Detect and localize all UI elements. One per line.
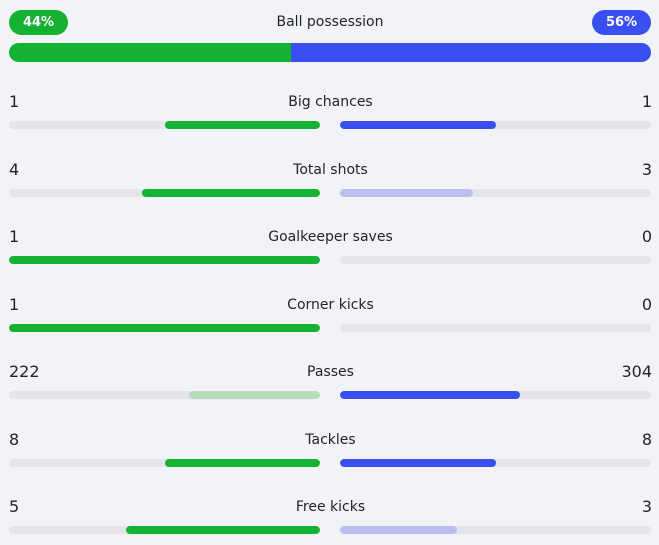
away-stat-bar-fill [340, 526, 457, 534]
away-stat-bar-fill [340, 391, 520, 399]
home-stat-bar-fill [9, 324, 320, 332]
stat-label: Free kicks [295, 499, 366, 515]
home-stat-value: 1 [9, 227, 20, 246]
stat-label: Tackles [305, 432, 356, 448]
away-stat-bar [340, 391, 651, 399]
away-possession-badge: 56% [592, 10, 651, 35]
home-stat-value: 222 [9, 362, 40, 381]
away-stat-bar [340, 121, 651, 129]
possession-header: Ball possession 44% 56% [9, 10, 651, 36]
stat-row: 1 Big chances 1 [9, 92, 652, 132]
home-stat-bar-fill [188, 391, 320, 399]
home-stat-bar-fill [164, 459, 320, 467]
away-stat-value: 304 [621, 362, 652, 381]
away-stat-bar-fill [340, 189, 474, 197]
away-stat-value: 3 [641, 160, 652, 179]
stat-row: 1 Goalkeeper saves 0 [9, 227, 652, 267]
home-stat-bar [9, 526, 320, 534]
stat-row: 222 Passes 304 [9, 362, 652, 402]
away-stat-bar-fill [340, 121, 496, 129]
home-stat-bar-fill [142, 189, 320, 197]
away-stat-bar [340, 526, 651, 534]
stat-row: 8 Tackles 8 [9, 430, 652, 470]
home-stat-bar [9, 324, 320, 332]
possession-title: Ball possession [276, 14, 384, 30]
away-stat-value: 8 [641, 430, 652, 449]
home-stat-bar-fill [9, 256, 320, 264]
home-stat-bar [9, 391, 320, 399]
stat-label: Big chances [288, 94, 373, 110]
home-possession-badge: 44% [9, 10, 68, 35]
stat-label: Goalkeeper saves [268, 229, 393, 245]
stat-row: 1 Corner kicks 0 [9, 295, 652, 335]
away-stat-bar [340, 189, 651, 197]
home-stat-bar [9, 256, 320, 264]
home-stat-bar-fill [125, 526, 320, 534]
home-stat-bar [9, 121, 320, 129]
stat-label: Corner kicks [287, 297, 374, 313]
home-stat-value: 8 [9, 430, 20, 449]
home-stat-value: 5 [9, 497, 20, 516]
home-stat-value: 4 [9, 160, 20, 179]
away-stat-value: 3 [641, 497, 652, 516]
away-stat-value: 1 [641, 92, 652, 111]
stat-label: Total shots [293, 162, 368, 178]
home-stat-bar [9, 189, 320, 197]
away-stat-value: 0 [641, 295, 652, 314]
home-stat-value: 1 [9, 92, 20, 111]
home-stat-bar-fill [164, 121, 320, 129]
away-stat-bar [340, 324, 651, 332]
possession-bar-away [291, 43, 651, 62]
away-stat-bar [340, 256, 651, 264]
home-stat-value: 1 [9, 295, 20, 314]
home-stat-bar [9, 459, 320, 467]
stat-label: Passes [307, 364, 354, 380]
stat-row: 5 Free kicks 3 [9, 497, 652, 537]
away-stat-bar-fill [340, 459, 496, 467]
away-stat-value: 0 [641, 227, 652, 246]
away-stat-bar [340, 459, 651, 467]
stat-row: 4 Total shots 3 [9, 160, 652, 200]
possession-bar [9, 43, 651, 62]
possession-bar-home [9, 43, 292, 62]
